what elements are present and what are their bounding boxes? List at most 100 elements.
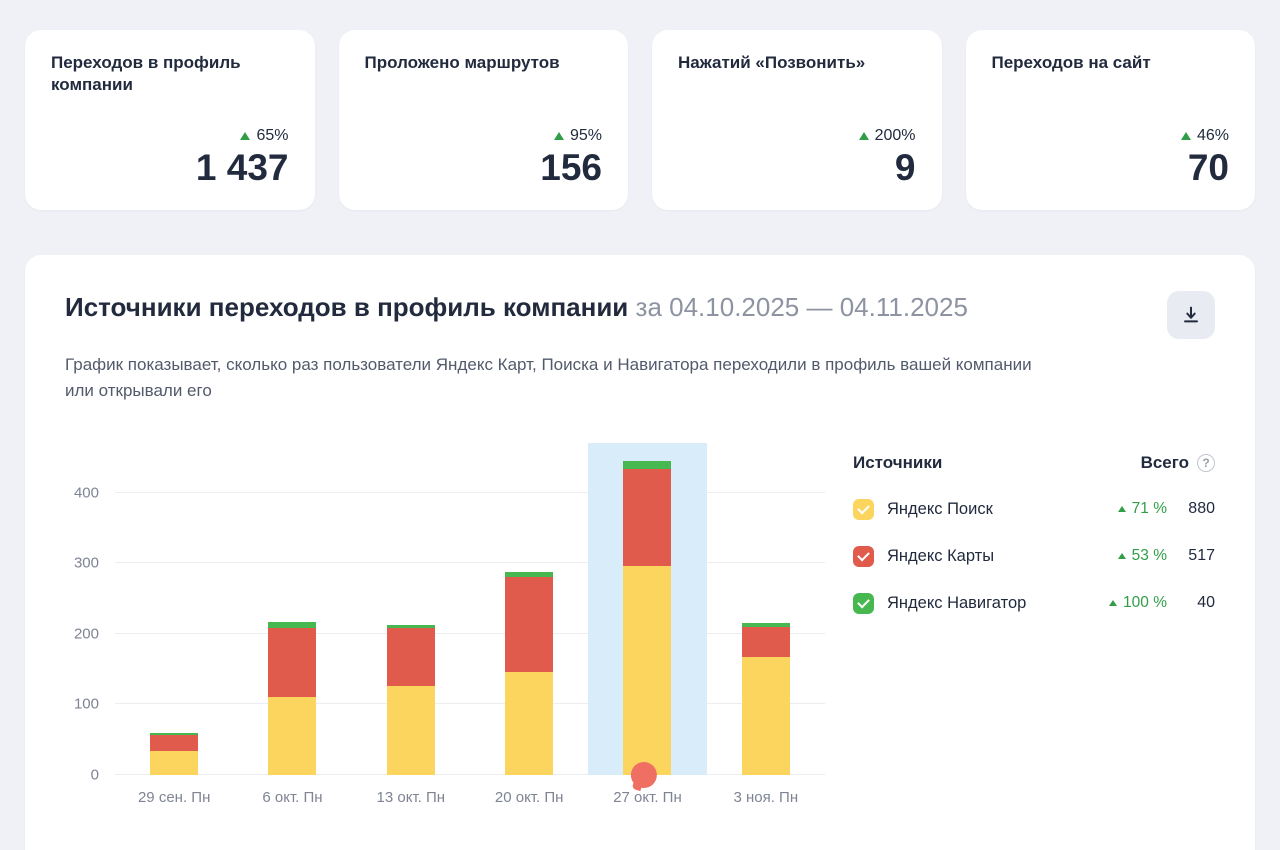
legend-item-label: Яндекс Навигатор (887, 593, 1027, 612)
legend-item-delta: 71 % (1131, 500, 1167, 518)
stat-delta-value: 46% (1196, 127, 1229, 145)
stat-value: 9 (894, 147, 916, 189)
stat-value: 156 (540, 147, 602, 189)
gridline (115, 703, 825, 705)
y-tick-label: 0 (90, 766, 99, 784)
stats-grid: Переходов в профиль компании 65% 1 437 П… (25, 30, 1255, 210)
legend-item-delta: 100 % (1123, 594, 1167, 612)
sources-subtitle: График показывает, сколько раз пользоват… (65, 355, 1032, 401)
legend-item-maps[interactable]: Яндекс Карты 53 % 517 (853, 545, 1215, 567)
stat-value: 1 437 (195, 147, 289, 189)
bar-segment (623, 565, 672, 775)
x-tick-label: 27 окт. Пн (613, 788, 682, 806)
bar-segment (268, 627, 317, 697)
stat-delta: 200% (678, 127, 916, 145)
download-icon (1180, 304, 1202, 326)
chart-x-axis: 29 сен. Пн 6 окт. Пн 13 окт. Пн 20 окт. Пн 2… (115, 789, 825, 806)
period-label: за 04.10.2025 — 04.11.2025 (635, 292, 968, 322)
legend-total-header: Всего (1140, 452, 1189, 472)
stat-card-routes: Проложено маршрутов 95% 156 (338, 30, 628, 210)
y-tick-label: 300 (73, 554, 99, 572)
stat-title: Переходов на сайт (991, 53, 1151, 72)
bar-segment (386, 685, 435, 775)
stat-title: Нажатий «Позвонить» (678, 53, 866, 72)
bar-segment (623, 461, 672, 470)
bar-segment (741, 657, 790, 775)
bar-slot[interactable] (352, 451, 470, 775)
series-checkbox-icon[interactable] (853, 498, 874, 520)
bar-segment (741, 623, 790, 627)
bar-segment (150, 733, 199, 736)
legend-item-stats: 71 % 880 (1117, 500, 1215, 518)
stacked-bar[interactable] (150, 733, 199, 775)
bar-slot[interactable] (115, 451, 233, 775)
bar-segment (505, 577, 554, 672)
stat-delta: 46% (992, 127, 1229, 145)
stacked-bar[interactable] (386, 624, 435, 775)
bar-slot[interactable] (233, 451, 351, 775)
bar-segment (386, 628, 435, 686)
sources-card-header: Источники переходов в профиль компании з… (65, 291, 1215, 339)
bar-slot[interactable] (588, 442, 707, 788)
stacked-bar[interactable] (623, 461, 672, 775)
download-button[interactable] (1167, 291, 1215, 339)
bar-slot[interactable] (470, 451, 588, 775)
bar-segment (150, 735, 199, 752)
legend-item-navigator[interactable]: Яндекс Навигатор 100 % 40 (853, 592, 1215, 614)
chart-legend: Источники Всего ? Яндекс Поиск 71 % 880 … (843, 451, 1215, 806)
stat-card-site-visits: Переходов на сайт 46% 70 (965, 30, 1255, 210)
up-triangle-icon (858, 132, 869, 141)
bar-segment (386, 624, 435, 629)
stat-card-calls: Нажатий «Позвонить» 200% 9 (652, 30, 942, 210)
gridline (115, 773, 825, 775)
sources-title: Источники переходов в профиль компании (65, 292, 629, 322)
legend-item-delta: 53 % (1131, 547, 1167, 565)
gridline (115, 632, 825, 634)
legend-item-search[interactable]: Яндекс Поиск 71 % 880 (853, 498, 1215, 520)
bars-container (115, 442, 825, 788)
stat-delta-value: 95% (569, 127, 602, 145)
x-tick-label: 3 ноя. Пн (733, 788, 799, 806)
legend-total-header-wrap: Всего ? (1141, 453, 1215, 473)
stat-delta-value: 200% (874, 127, 916, 145)
stat-delta-value: 65% (256, 127, 289, 145)
sources-card: Источники переходов в профиль компании з… (25, 255, 1255, 850)
gridline (115, 491, 825, 493)
bar-slot[interactable] (707, 451, 825, 775)
legend-item-total: 880 (1188, 500, 1215, 518)
bar-segment (741, 626, 790, 658)
page-title: Источники переходов в профиль компании з… (65, 291, 968, 324)
up-triangle-icon (553, 132, 564, 141)
stat-value: 70 (1187, 147, 1229, 189)
x-tick-label: 20 окт. Пн (494, 788, 564, 806)
bar-segment (505, 571, 554, 578)
stat-delta: 95% (365, 127, 602, 145)
bar-segment (268, 621, 317, 628)
chart-plot: 0 100 200 300 400 (74, 442, 825, 788)
gridline (115, 562, 825, 564)
up-triangle-icon (1180, 132, 1191, 141)
x-tick-label: 13 окт. Пн (376, 788, 446, 806)
stat-delta: 65% (51, 127, 289, 145)
legend-header: Источники Всего ? (853, 453, 1215, 473)
y-tick-label: 200 (73, 625, 99, 643)
legend-item-total: 517 (1188, 547, 1215, 565)
x-tick-label: 29 сен. Пн (137, 788, 211, 806)
chart-section: 0 100 200 300 400 29 сен. Пн 6 окт. Пн 13 окт.… (65, 442, 1215, 806)
legend-item-total: 40 (1197, 594, 1215, 612)
stacked-bar[interactable] (741, 623, 790, 775)
series-checkbox-icon[interactable] (853, 592, 874, 614)
legend-sources-header: Источники (853, 452, 943, 472)
y-tick-label: 400 (73, 484, 99, 502)
help-icon[interactable]: ? (1197, 453, 1215, 472)
up-triangle-icon (1109, 600, 1118, 607)
stacked-bar[interactable] (268, 621, 317, 775)
y-tick-label: 100 (73, 695, 99, 713)
stacked-bar[interactable] (505, 571, 554, 775)
series-checkbox-icon[interactable] (853, 545, 874, 567)
up-triangle-icon (1117, 506, 1126, 513)
stat-title: Переходов в профиль компании (51, 53, 241, 95)
up-triangle-icon (240, 132, 251, 141)
x-tick-label: 6 окт. Пн (262, 788, 323, 806)
tooltip-marker-icon[interactable] (631, 761, 658, 788)
